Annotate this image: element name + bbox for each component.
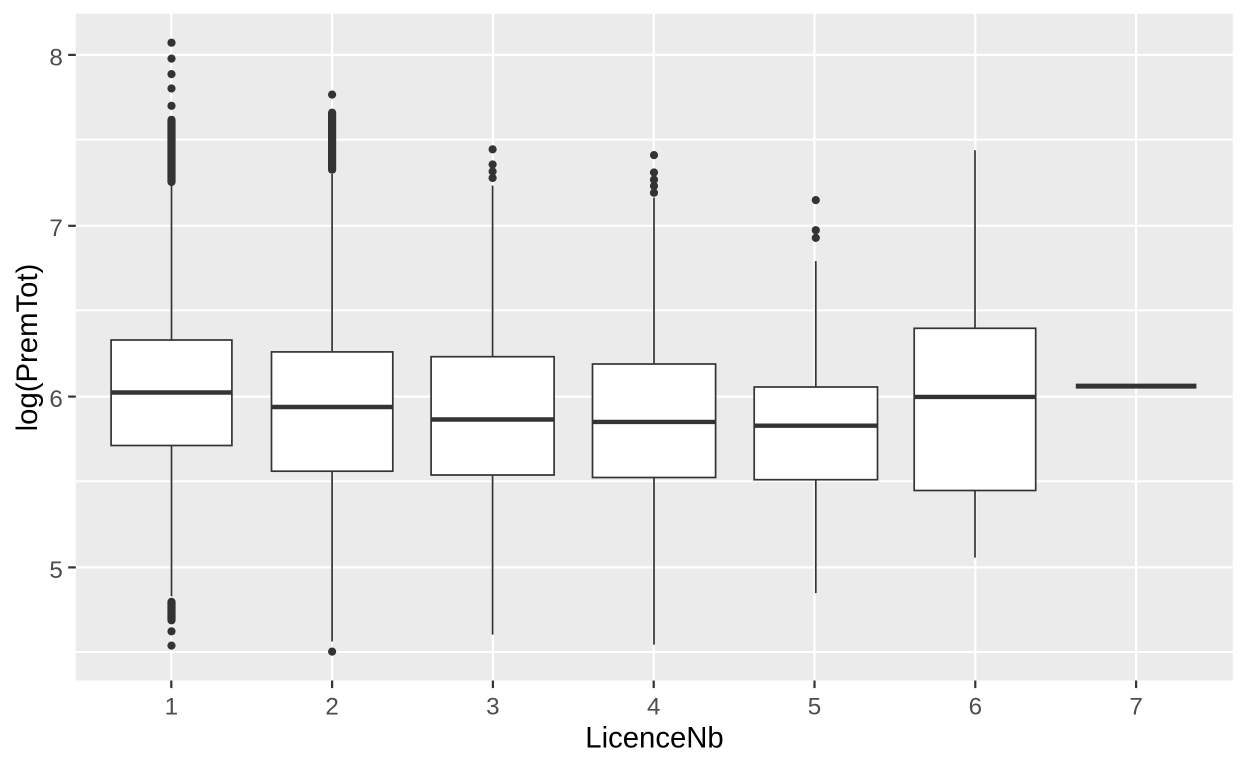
svg-text:5: 5: [49, 557, 62, 584]
svg-text:4: 4: [647, 693, 660, 720]
svg-text:6: 6: [969, 693, 982, 720]
svg-text:1: 1: [165, 693, 178, 720]
svg-text:5: 5: [808, 693, 821, 720]
svg-text:3: 3: [486, 693, 499, 720]
svg-text:LicenceNb: LicenceNb: [585, 722, 723, 755]
svg-text:log(PremTot): log(PremTot): [11, 264, 44, 432]
svg-text:8: 8: [49, 44, 62, 71]
svg-text:2: 2: [325, 693, 338, 720]
svg-text:6: 6: [49, 386, 62, 413]
svg-text:7: 7: [49, 215, 62, 242]
svg-text:7: 7: [1129, 693, 1142, 720]
